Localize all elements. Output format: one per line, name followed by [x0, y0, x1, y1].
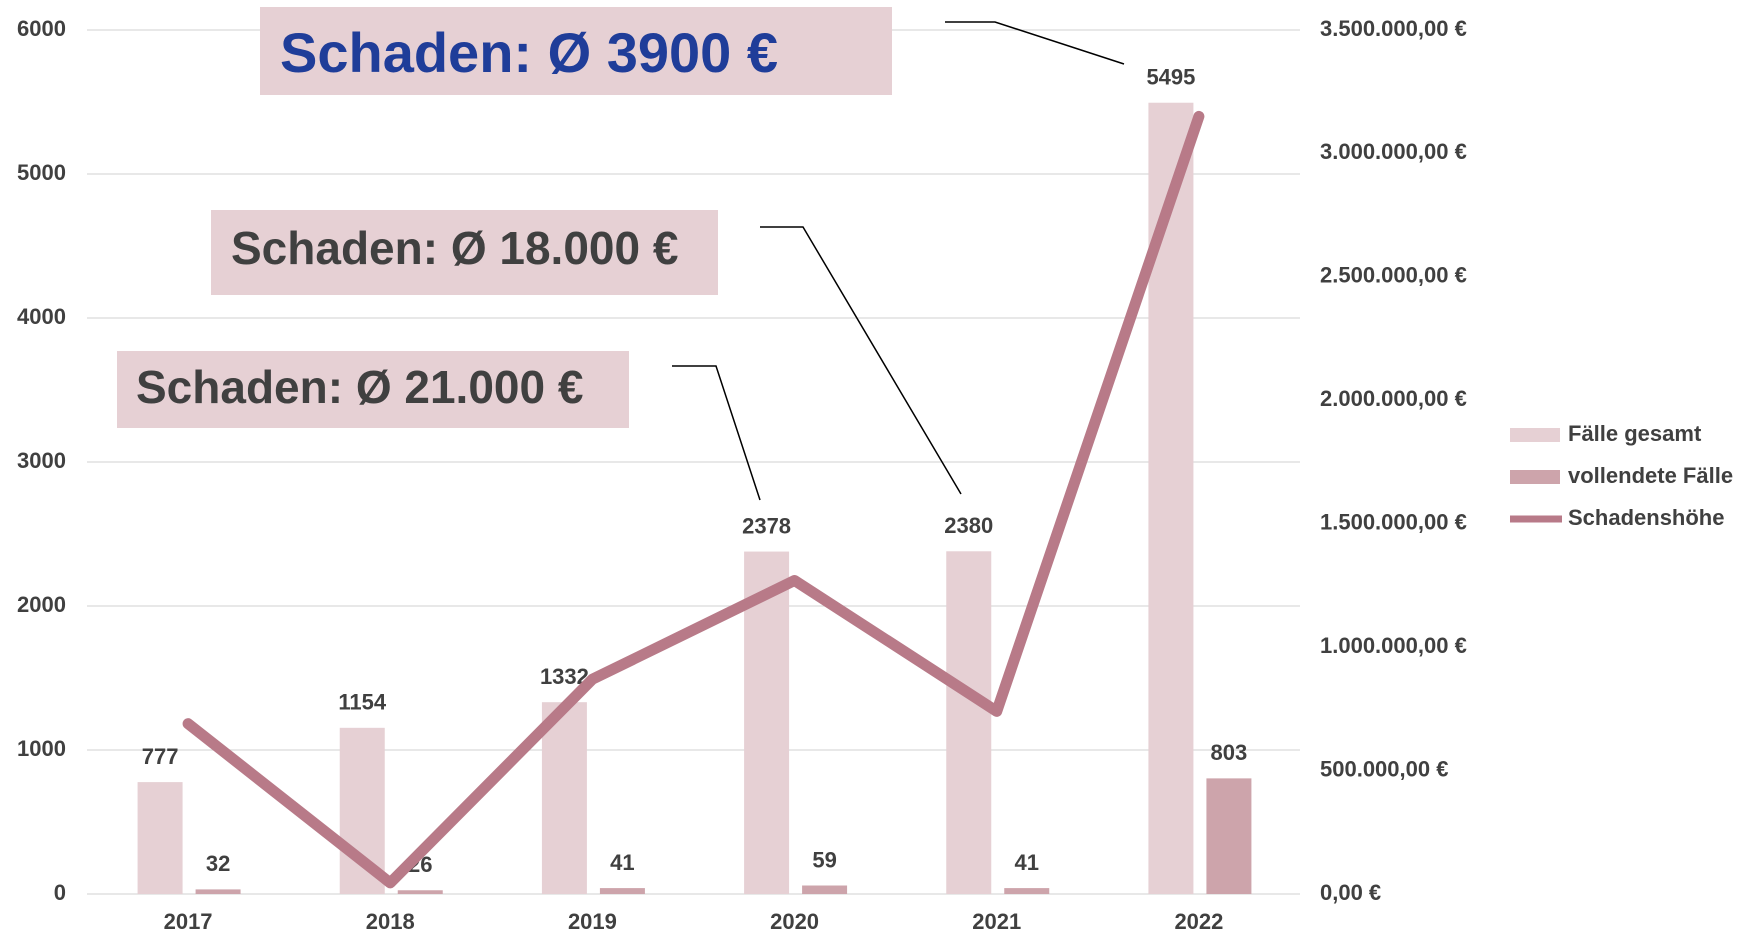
bar	[946, 551, 992, 894]
legend-label: Fälle gesamt	[1568, 421, 1702, 446]
x-tick-label: 2018	[366, 909, 415, 934]
y-tick-label: 0	[54, 880, 66, 905]
x-tick-label: 2021	[972, 909, 1021, 934]
y-tick-label: 5000	[17, 160, 66, 185]
bar	[1148, 102, 1194, 895]
legend-label: vollendete Fälle	[1568, 463, 1733, 488]
bar	[195, 889, 241, 894]
marks	[137, 102, 1252, 895]
annotation-box	[117, 351, 629, 428]
x-tick-label: 2019	[568, 909, 617, 934]
annotation-box	[211, 210, 718, 295]
data-label: 2378	[742, 513, 791, 538]
x-tick-label: 2017	[164, 909, 213, 934]
y2-tick-label: 1.000.000,00 €	[1320, 633, 1467, 658]
data-label: 41	[1015, 850, 1039, 875]
data-label: 5495	[1146, 65, 1195, 90]
annotation: Schaden: Ø 3900 €	[280, 21, 778, 84]
leader-line	[945, 21, 1125, 65]
y2-tick-label: 0,00 €	[1320, 880, 1381, 905]
bar	[1004, 888, 1050, 894]
data-label: 803	[1211, 740, 1248, 765]
annotation-box	[260, 7, 892, 95]
data-label: 32	[206, 851, 230, 876]
data-label: 41	[610, 850, 634, 875]
data-label: 59	[812, 847, 836, 872]
y2-tick-label: 2.500.000,00 €	[1320, 263, 1467, 288]
y2-tick-label: 2.000.000,00 €	[1320, 386, 1467, 411]
y-tick-label: 2000	[17, 592, 66, 617]
bar	[397, 890, 443, 894]
leader-line	[760, 226, 962, 495]
y-tick-label: 1000	[17, 736, 66, 761]
bar	[137, 782, 183, 894]
bar	[541, 702, 587, 894]
y2-tick-label: 3.500.000,00 €	[1320, 16, 1467, 41]
data-label: 2380	[944, 513, 993, 538]
bar	[802, 885, 848, 894]
line	[182, 110, 1205, 889]
legend-swatch	[1510, 428, 1560, 442]
x-tick-label: 2022	[1174, 909, 1223, 934]
y2-tick-label: 500.000,00 €	[1320, 756, 1448, 781]
y2-tick-label: 3.000.000,00 €	[1320, 139, 1467, 164]
leader-line	[672, 365, 761, 501]
legend-label: Schadenshöhe	[1568, 505, 1724, 530]
annotation: Schaden: Ø 18.000 €	[231, 222, 678, 274]
annotation: Schaden: Ø 21.000 €	[136, 361, 583, 413]
data-label: 1154	[338, 690, 386, 715]
y-tick-label: 4000	[17, 304, 66, 329]
bar	[744, 551, 790, 894]
grid	[87, 29, 1300, 895]
legend-swatch	[1510, 470, 1560, 484]
y-tick-label: 6000	[17, 16, 66, 41]
y2-tick-label: 1.500.000,00 €	[1320, 510, 1467, 535]
data-label: 777	[142, 744, 179, 769]
bar	[1206, 778, 1252, 894]
y-tick-label: 3000	[17, 448, 66, 473]
bar	[599, 888, 645, 894]
x-tick-label: 2020	[770, 909, 819, 934]
